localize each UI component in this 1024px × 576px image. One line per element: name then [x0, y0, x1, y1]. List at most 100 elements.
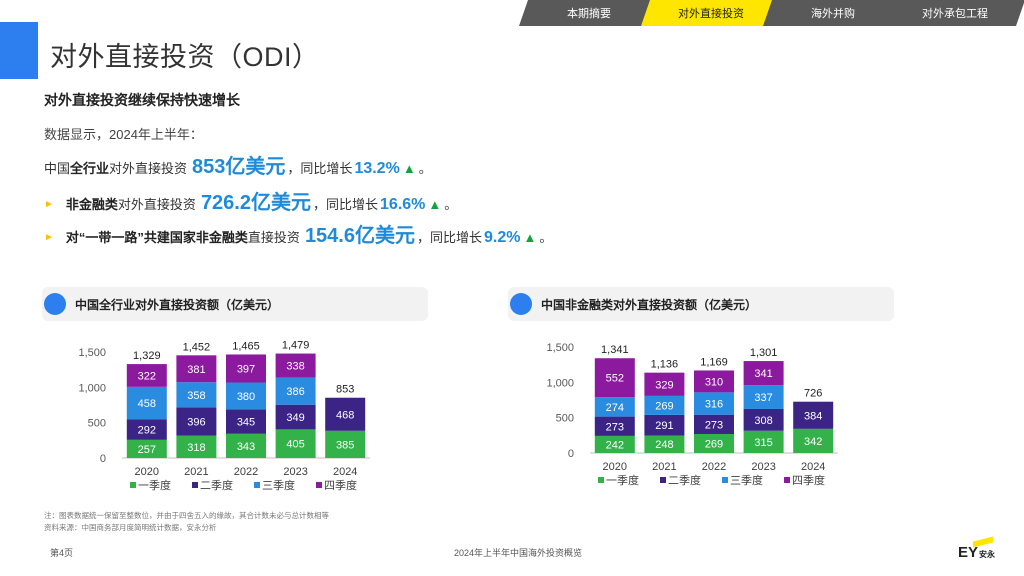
bar-segment-2021-二季度 [644, 414, 685, 436]
stat-line-total: 中国 全行业 对外直接投资 853亿美元 ，同比增长 13.2% ▲。 [44, 150, 432, 179]
bar-segment-2021-四季度 [644, 372, 685, 396]
page-title: 对外直接投资（ODI） [50, 42, 320, 72]
source-note: 资料来源：中国商务部月度简明统计数据，安永分析 [44, 523, 217, 532]
legend-swatch-四季度 [784, 477, 790, 483]
logo-cn-text: 安永 [979, 550, 995, 559]
bar-segment-2020-三季度 [126, 386, 167, 420]
bar-segment-2022-一季度 [694, 433, 734, 453]
bar-segment-2020-二季度 [126, 419, 167, 440]
y-tick-label: 0 [100, 453, 106, 465]
tab-overseas-ma[interactable]: 海外并购 [763, 0, 903, 26]
stat-bold: 全行业 [70, 161, 110, 176]
segment-value-label: 552 [606, 373, 624, 385]
bar-segment-2022-三季度 [694, 392, 734, 415]
y-tick-label: 500 [556, 413, 574, 425]
title-accent-bar [0, 22, 38, 79]
segment-value-label: 273 [606, 421, 624, 433]
segment-value-label: 345 [237, 417, 255, 429]
stat-value: 726.2亿美元 [200, 192, 311, 214]
total-label: 1,301 [750, 347, 778, 359]
bar-segment-2023-四季度 [743, 361, 784, 386]
segment-value-label: 338 [286, 360, 304, 372]
segment-value-label: 316 [705, 399, 723, 411]
segment-value-label: 269 [705, 438, 723, 450]
total-label: 1,169 [700, 356, 728, 368]
intro-text: 数据显示，2024年上半年： [44, 127, 203, 142]
chart-header-total: 中国全行业对外直接投资额（亿美元） [42, 287, 428, 321]
stat-line-belt-road: ► 对“一带一路”共建国家非金融类 直接投资 154.6亿美元 ，同比增长 9.2% ▲。 [44, 219, 552, 248]
bar-segment-2022-四季度 [226, 354, 266, 383]
bar-segment-2024-一季度 [325, 430, 366, 458]
segment-value-label: 385 [336, 439, 354, 451]
x-tick-label: 2020 [603, 461, 627, 473]
bullet-icon: ► [44, 232, 54, 243]
stat-end: 。 [444, 197, 458, 212]
y-tick-label: 500 [88, 418, 106, 430]
segment-value-label: 248 [655, 439, 673, 451]
segment-value-label: 343 [237, 441, 255, 453]
chart-header-nonfinancial: 中国非金融类对外直接投资额（亿美元） [508, 287, 894, 321]
total-label: 1,329 [133, 350, 161, 362]
segment-value-label: 329 [655, 379, 673, 391]
stat-growth: 16.6% [380, 196, 426, 213]
segment-value-label: 274 [606, 402, 624, 414]
ey-logo: EY 安永 [958, 536, 998, 564]
total-label: 1,465 [232, 340, 260, 352]
bar-segment-2022-二季度 [694, 414, 734, 434]
chart-nonfinancial-odi: 0 500 1,000 1,500 242 273 274 552 1,341 2020 248 29… [546, 342, 838, 487]
total-label: 726 [804, 388, 822, 400]
bar-segment-2021-一季度 [176, 435, 217, 458]
up-arrow-icon: ▲ [428, 197, 442, 212]
stat-growth: 13.2% [354, 160, 400, 177]
stat-bold: 对“一带一路”共建国家非金融类 [65, 230, 248, 245]
y-tick-label: 1,500 [78, 347, 106, 359]
segment-value-label: 458 [138, 398, 156, 410]
bar-segment-2021-一季度 [644, 435, 685, 453]
chart-title: 中国非金融类对外直接投资额（亿美元） [541, 297, 758, 312]
stat-mid: ，同比增长 [417, 230, 483, 245]
x-tick-label: 2022 [234, 466, 258, 478]
segment-value-label: 310 [705, 376, 723, 388]
segment-value-label: 257 [138, 444, 156, 456]
segment-value-label: 358 [187, 390, 205, 402]
stat-end: 。 [418, 161, 432, 176]
y-tick-label: 1,000 [78, 382, 106, 394]
bar-segment-2023-一季度 [275, 429, 316, 458]
tab-odi[interactable]: 对外直接投资 [641, 0, 781, 26]
legend-label: 四季度 [324, 478, 357, 492]
segment-value-label: 315 [754, 437, 772, 449]
segment-value-label: 381 [187, 364, 205, 376]
stat-mid: ，同比增长 [287, 161, 353, 176]
tab-summary[interactable]: 本期摘要 [519, 0, 659, 26]
y-tick-label: 0 [568, 448, 574, 460]
section-subtitle: 对外直接投资继续保持快速增长 [44, 92, 240, 108]
bar-segment-2024-一季度 [793, 428, 834, 453]
segment-value-label: 337 [754, 392, 772, 404]
bar-segment-2024-二季度 [325, 397, 366, 431]
bar-segment-2023-三季度 [275, 377, 316, 405]
legend-swatch-一季度 [598, 477, 604, 483]
bar-segment-2020-四季度 [126, 364, 167, 387]
stat-prefix: 中国 [44, 161, 71, 176]
x-tick-label: 2020 [135, 466, 159, 478]
bar-segment-2023-四季度 [275, 353, 316, 378]
segment-value-label: 468 [336, 409, 354, 421]
y-tick-label: 1,500 [546, 342, 574, 354]
x-tick-label: 2024 [333, 466, 357, 478]
stat-label: 对外直接投资 [117, 197, 196, 212]
footer-title: 2024年上半年中国海外投资概览 [454, 548, 583, 558]
segment-value-label: 397 [237, 364, 255, 376]
segment-value-label: 273 [705, 419, 723, 431]
chart-dot-icon [44, 293, 66, 315]
bar-segment-2020-四季度 [594, 358, 635, 398]
legend-swatch-三季度 [722, 477, 728, 483]
legend-label: 四季度 [792, 473, 825, 487]
x-tick-label: 2024 [801, 461, 825, 473]
bar-segment-2021-四季度 [176, 355, 217, 383]
bar-segment-2021-三季度 [176, 382, 217, 408]
chart-total-odi: 0 500 1,000 1,500 257 292 458 322 1,329 2020 318 39… [78, 340, 370, 492]
tab-contracting[interactable]: 对外承包工程 [885, 0, 1024, 26]
segment-value-label: 292 [138, 425, 156, 437]
chart-dot-icon [510, 293, 532, 315]
segment-value-label: 405 [286, 439, 304, 451]
